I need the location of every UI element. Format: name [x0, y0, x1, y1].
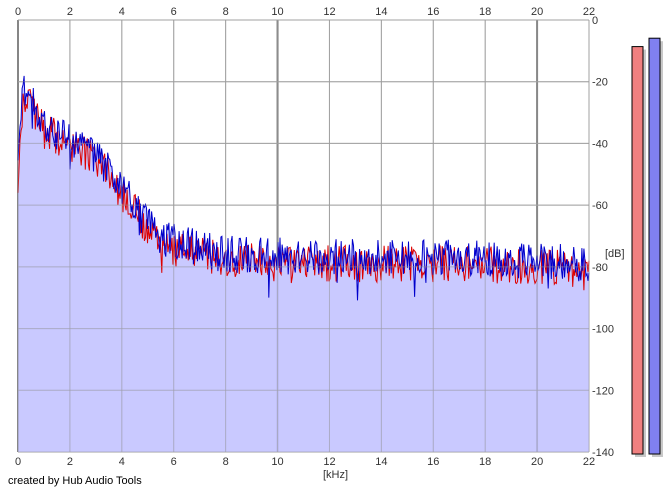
y-axis-label: [dB] — [605, 248, 625, 260]
x-axis-label: [kHz] — [323, 469, 348, 481]
series-line — [17, 75, 590, 301]
y-tick-label: -120 — [592, 385, 614, 397]
x-tick-label-top: 18 — [479, 6, 491, 18]
x-tick-label-top: 4 — [119, 6, 125, 18]
x-tick-label-top: 0 — [15, 6, 21, 18]
y-tick-labels: 0 -20 -40 -60 -80 -100 -120 -140 — [592, 15, 614, 459]
x-tick-label-bottom: 4 — [119, 456, 125, 468]
x-tick-label-top: 22 — [583, 6, 595, 18]
x-tick-label-top: 10 — [271, 6, 283, 18]
x-tick-label-top: 14 — [375, 6, 387, 18]
level-meter-bar — [631, 46, 644, 455]
x-tick-label-bottom: 10 — [271, 456, 283, 468]
level-meter-bar — [648, 37, 661, 455]
y-tick-label: -140 — [592, 447, 614, 459]
x-tick-label-bottom: 22 — [583, 456, 595, 468]
x-tick-label-bottom: 8 — [223, 456, 229, 468]
x-tick-label-bottom: 18 — [479, 456, 491, 468]
x-tick-label-top: 16 — [427, 6, 439, 18]
x-tick-label-top: 20 — [531, 6, 543, 18]
y-tick-label: -40 — [592, 138, 608, 150]
x-tick-label-bottom: 6 — [171, 456, 177, 468]
x-tick-label-bottom: 14 — [375, 456, 387, 468]
x-tick-label-top: 12 — [323, 6, 335, 18]
y-tick-label: -80 — [592, 262, 608, 274]
credit-text: created by Hub Audio Tools — [8, 475, 142, 487]
y-tick-label: 0 — [592, 15, 598, 27]
x-tick-label-top: 6 — [171, 6, 177, 18]
level-meters — [631, 37, 663, 457]
x-tick-label-bottom: 0 — [15, 456, 21, 468]
x-tick-label-top: 2 — [67, 6, 73, 18]
y-tick-label: -20 — [592, 77, 608, 89]
x-tick-label-bottom: 2 — [67, 456, 73, 468]
y-tick-label: -100 — [592, 324, 614, 336]
x-tick-label-bottom: 20 — [531, 456, 543, 468]
y-tick-label: -60 — [592, 200, 608, 212]
x-tick-label-bottom: 16 — [427, 456, 439, 468]
spectrum-lines — [17, 19, 590, 453]
x-tick-label-top: 8 — [223, 6, 229, 18]
x-tick-label-bottom: 12 — [323, 456, 335, 468]
